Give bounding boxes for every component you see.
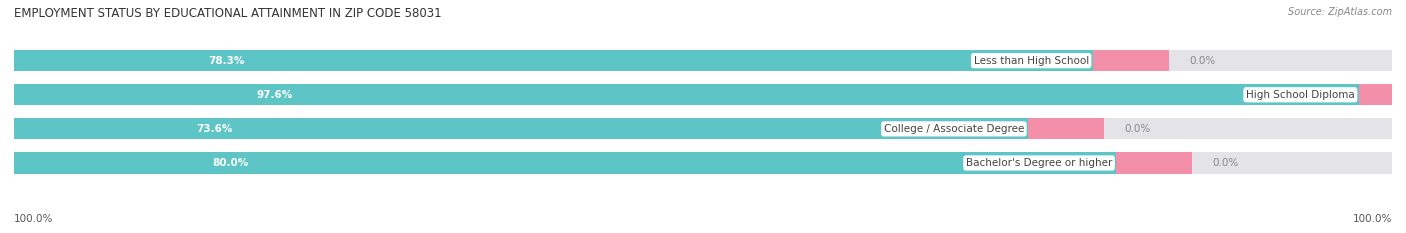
Bar [14, 50, 1092, 71]
Text: 73.6%: 73.6% [197, 124, 233, 134]
Text: 78.3%: 78.3% [208, 56, 245, 66]
Text: 80.0%: 80.0% [212, 158, 249, 168]
Bar [14, 84, 1358, 105]
Text: 100.0%: 100.0% [1353, 214, 1392, 224]
Text: High School Diploma: High School Diploma [1246, 90, 1355, 100]
Bar [14, 152, 1392, 174]
Bar [14, 118, 1392, 140]
Text: EMPLOYMENT STATUS BY EDUCATIONAL ATTAINMENT IN ZIP CODE 58031: EMPLOYMENT STATUS BY EDUCATIONAL ATTAINM… [14, 7, 441, 20]
Text: 100.0%: 100.0% [14, 214, 53, 224]
Text: 97.6%: 97.6% [256, 90, 292, 100]
Bar [1028, 118, 1104, 140]
Bar [14, 84, 1392, 105]
Bar [14, 118, 1028, 140]
Bar [1116, 152, 1192, 174]
Text: Less than High School: Less than High School [973, 56, 1088, 66]
Text: 0.0%: 0.0% [1213, 158, 1239, 168]
Bar [1358, 84, 1406, 105]
Text: Source: ZipAtlas.com: Source: ZipAtlas.com [1288, 7, 1392, 17]
Bar [1092, 50, 1168, 71]
Text: Bachelor's Degree or higher: Bachelor's Degree or higher [966, 158, 1112, 168]
Text: College / Associate Degree: College / Associate Degree [884, 124, 1024, 134]
Text: 0.0%: 0.0% [1125, 124, 1152, 134]
Bar [14, 50, 1392, 71]
Bar [14, 152, 1116, 174]
Text: 0.0%: 0.0% [1189, 56, 1216, 66]
